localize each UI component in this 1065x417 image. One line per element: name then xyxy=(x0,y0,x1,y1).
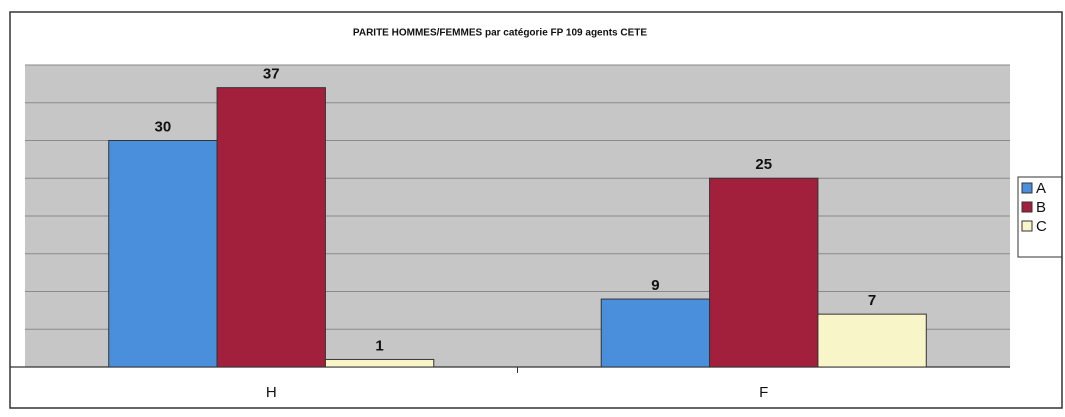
bar xyxy=(108,140,218,368)
value-label: 30 xyxy=(155,118,172,135)
legend-label: B xyxy=(1036,199,1046,216)
bar xyxy=(324,358,435,368)
value-label: 9 xyxy=(651,277,659,294)
legend-swatch xyxy=(1021,201,1033,213)
legend-label: C xyxy=(1036,218,1047,235)
bar xyxy=(817,313,927,368)
chart-title: PARITE HOMMES/FEMMES par catégorie FP 10… xyxy=(353,28,647,39)
legend-swatch xyxy=(1021,220,1033,232)
value-label: 25 xyxy=(755,156,772,173)
bar xyxy=(600,298,711,368)
bar xyxy=(216,87,326,368)
bar xyxy=(709,177,819,368)
value-label: 1 xyxy=(375,337,383,354)
value-label: 7 xyxy=(868,292,876,309)
x-tick-label: F xyxy=(759,384,768,401)
x-tick-label: H xyxy=(266,384,277,401)
legend-swatch xyxy=(1021,182,1033,194)
value-label: 37 xyxy=(263,66,280,83)
legend-label: A xyxy=(1036,180,1046,197)
legend-border xyxy=(1017,176,1063,258)
